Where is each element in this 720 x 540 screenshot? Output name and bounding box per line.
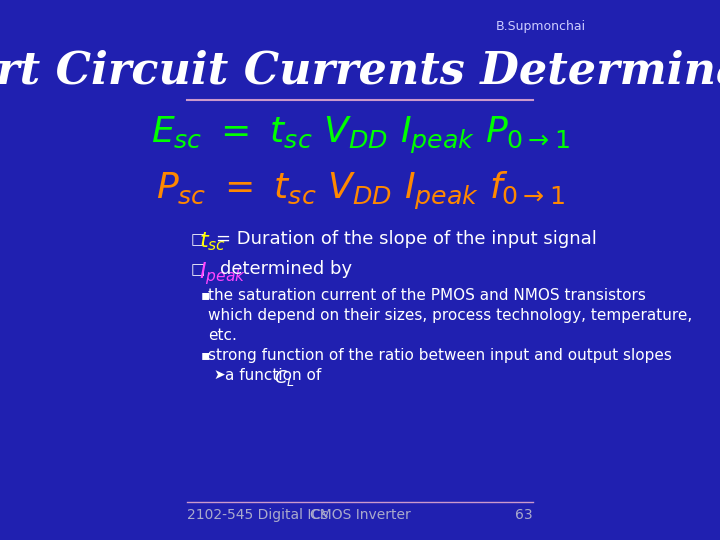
Text: 63: 63 xyxy=(516,508,533,522)
Text: strong function of the ratio between input and output slopes: strong function of the ratio between inp… xyxy=(209,348,672,363)
Text: $\mathit{I}_{peak}$: $\mathit{I}_{peak}$ xyxy=(199,260,246,287)
Text: determined by: determined by xyxy=(220,260,351,278)
Text: □: □ xyxy=(190,232,204,247)
Text: a function of: a function of xyxy=(225,368,325,383)
Text: etc.: etc. xyxy=(209,328,238,343)
Text: = Duration of the slope of the input signal: = Duration of the slope of the input sig… xyxy=(215,230,596,248)
Text: which depend on their sizes, process technology, temperature,: which depend on their sizes, process tec… xyxy=(209,308,693,323)
Text: $\mathit{t}_{sc}$: $\mathit{t}_{sc}$ xyxy=(199,230,227,253)
Text: $\mathit{P}_{sc}\ =\ \mathit{t}_{sc}\ \mathit{V}_{DD}\ \mathit{I}_{peak}\ \mathi: $\mathit{P}_{sc}\ =\ \mathit{t}_{sc}\ \m… xyxy=(156,170,564,212)
Text: ➤: ➤ xyxy=(214,368,225,382)
Text: ▪: ▪ xyxy=(200,348,210,362)
Text: □: □ xyxy=(190,262,204,277)
Text: ▪: ▪ xyxy=(200,288,210,302)
Text: CMOS Inverter: CMOS Inverter xyxy=(310,508,410,522)
Text: $\mathit{E}_{sc}\ =\ \mathit{t}_{sc}\ \mathit{V}_{DD}\ \mathit{I}_{peak}\ \mathi: $\mathit{E}_{sc}\ =\ \mathit{t}_{sc}\ \m… xyxy=(150,115,570,156)
Text: B.Supmonchai: B.Supmonchai xyxy=(495,20,585,33)
Text: $\mathit{C}_{L}$: $\mathit{C}_{L}$ xyxy=(274,368,294,388)
Text: 2102-545 Digital ICs: 2102-545 Digital ICs xyxy=(187,508,328,522)
Text: Short Circuit Currents Determinates: Short Circuit Currents Determinates xyxy=(0,50,720,93)
Text: the saturation current of the PMOS and NMOS transistors: the saturation current of the PMOS and N… xyxy=(209,288,647,303)
